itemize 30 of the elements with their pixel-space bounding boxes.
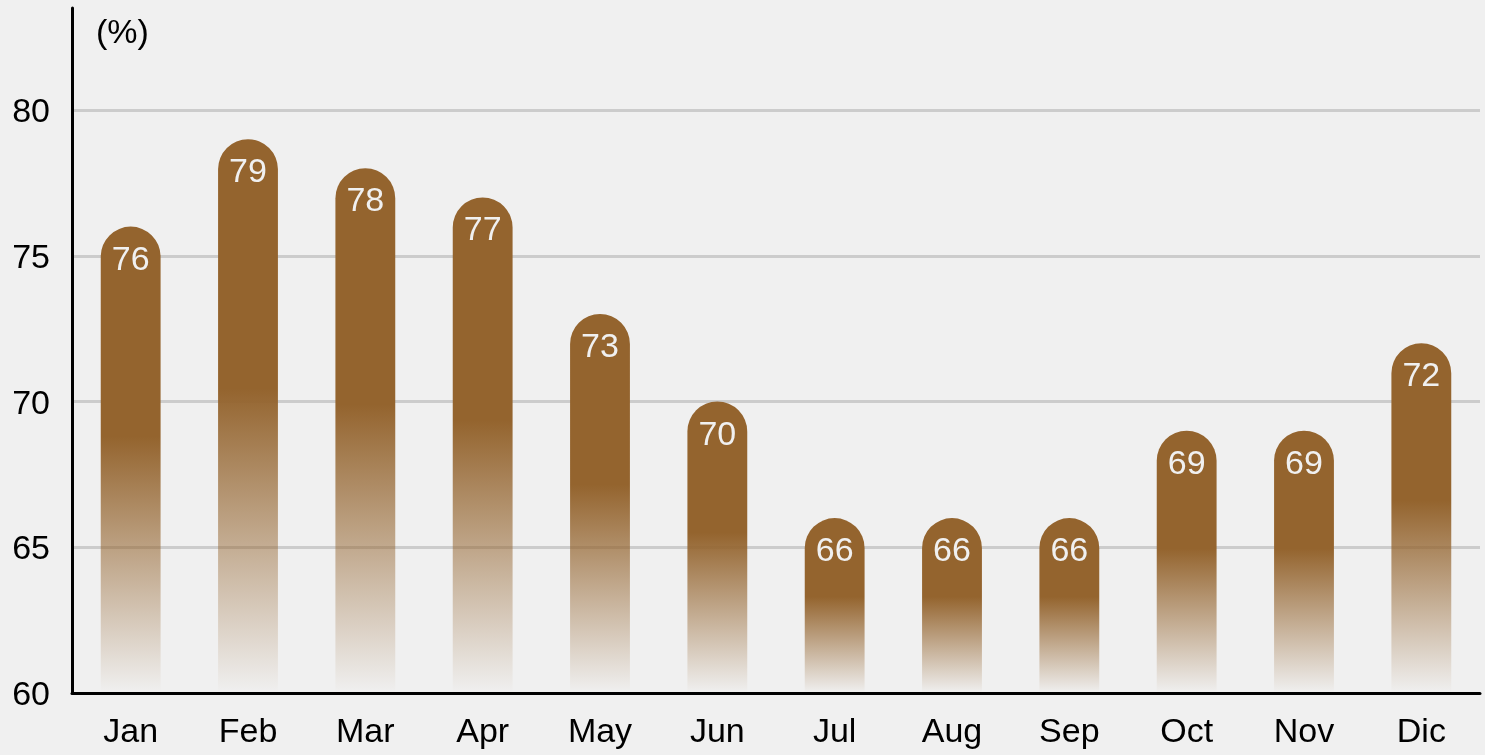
data-label: 66: [933, 530, 971, 569]
x-tick-label: Jan: [103, 711, 159, 749]
x-tick-label: May: [567, 711, 633, 749]
x-tick-label: Mar: [336, 711, 395, 749]
data-label: 70: [698, 413, 737, 452]
data-label: 66: [815, 530, 854, 569]
data-label: 69: [1285, 442, 1323, 481]
data-label: 79: [229, 151, 267, 190]
data-label: 77: [463, 209, 502, 248]
data-label: 66: [1050, 530, 1089, 569]
data-label: 76: [111, 238, 150, 277]
data-label: 69: [1167, 442, 1206, 481]
x-tick-label: Jul: [812, 711, 857, 749]
data-label: 78: [346, 180, 385, 219]
x-tick-label: Dic: [1396, 711, 1446, 749]
y-axis-title: (%): [96, 12, 149, 50]
x-tick-label: Aug: [921, 711, 983, 749]
x-tick-label: Oct: [1160, 711, 1214, 749]
x-tick-label: Apr: [456, 711, 510, 749]
y-tick-label: 60: [12, 674, 50, 712]
data-label: 73: [581, 326, 619, 365]
y-tick-label: 65: [12, 528, 50, 567]
y-tick-label: 80: [12, 91, 50, 130]
x-tick-label: Sep: [1039, 711, 1100, 749]
y-tick-label: 75: [12, 236, 50, 275]
y-tick-label: 70: [12, 382, 50, 421]
x-tick-label: Nov: [1273, 711, 1335, 749]
x-tick-label: Feb: [218, 711, 278, 749]
x-tick-label: Jun: [689, 711, 745, 749]
data-label: 72: [1402, 355, 1441, 394]
